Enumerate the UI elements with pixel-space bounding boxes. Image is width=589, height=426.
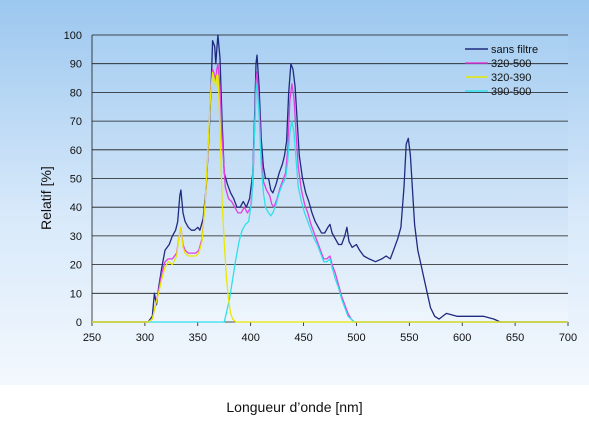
series-line-sans-filtre (92, 34, 568, 323)
y-tick-label: 20 (70, 260, 82, 272)
y-tick-label: 10 (70, 288, 82, 300)
y-tick-label: 70 (70, 116, 82, 128)
series-lines (92, 34, 568, 323)
y-tick-label: 90 (70, 59, 82, 71)
legend-label: 390-500 (491, 86, 531, 98)
y-tick-label: 100 (64, 30, 82, 42)
y-tick-label: 30 (70, 231, 82, 243)
x-tick-label: 650 (506, 332, 524, 344)
series-line-390-500 (92, 83, 568, 323)
legend-label: sans filtre (491, 44, 538, 56)
x-tick-label: 300 (136, 332, 154, 344)
x-axis-label: Longueur d’onde [nm] (226, 399, 363, 415)
x-tick-label: 350 (189, 332, 207, 344)
y-tick-label: 50 (70, 174, 82, 186)
y-tick-label: 80 (70, 87, 82, 99)
y-axis-ticks: 0 10 20 30 40 50 60 70 80 90 100 (64, 30, 82, 329)
x-tick-label: 600 (453, 332, 471, 344)
x-tick-label: 250 (83, 332, 101, 344)
series-line-320-390 (92, 71, 568, 323)
x-tick-label: 450 (294, 332, 312, 344)
x-tick-label: 500 (347, 332, 365, 344)
x-tick-label: 550 (400, 332, 418, 344)
line-chart: 0 10 20 30 40 50 60 70 80 90 100 250 300 350 400 450 50… (38, 30, 577, 344)
y-tick-label: 40 (70, 202, 82, 214)
y-tick-label: 60 (70, 145, 82, 157)
y-axis-label: Relatif [%] (38, 166, 54, 230)
x-axis-ticks: 250 300 350 400 450 500 550 600 650 700 (83, 322, 577, 344)
legend: sans filtre 320-500 320-390 390-500 (465, 44, 538, 98)
legend-label: 320-390 (491, 72, 531, 84)
x-tick-label: 400 (241, 332, 259, 344)
y-tick-label: 0 (76, 317, 82, 329)
legend-label: 320-500 (491, 58, 531, 70)
x-tick-label: 700 (559, 332, 577, 344)
chart-area: 0 10 20 30 40 50 60 70 80 90 100 250 300 350 400 450 50… (0, 0, 589, 385)
